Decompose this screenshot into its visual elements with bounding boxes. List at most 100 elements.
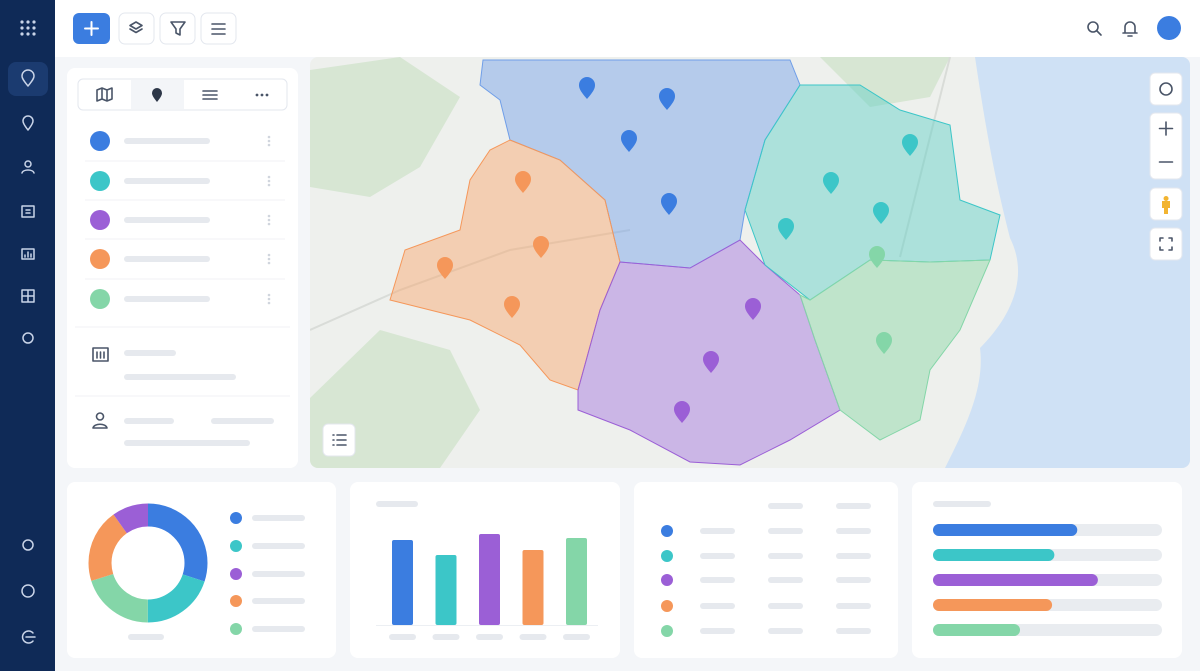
settings-icon[interactable] [22, 539, 34, 551]
region-green[interactable] [799, 259, 991, 441]
layer-list [75, 131, 290, 397]
donut-chart [88, 503, 208, 623]
legend-dot [230, 623, 242, 635]
bar [435, 555, 457, 625]
pin[interactable] [869, 246, 885, 268]
filter-button[interactable] [159, 12, 196, 45]
building-icon [92, 347, 109, 362]
progress-bar [933, 599, 1053, 611]
donut-segment [88, 503, 208, 623]
list-rows [661, 503, 871, 637]
legend-dot [230, 512, 242, 524]
bar [522, 550, 544, 625]
map[interactable] [310, 57, 1190, 468]
search-icon[interactable] [1087, 21, 1102, 36]
apps-icon[interactable] [20, 20, 36, 36]
pin[interactable] [533, 236, 549, 258]
notifications-icon[interactable] [1122, 21, 1138, 37]
nav-grid[interactable] [21, 289, 35, 303]
layer-dot[interactable] [90, 289, 110, 309]
placeholder [124, 440, 250, 446]
placeholder [124, 350, 176, 356]
donut-segment [88, 503, 208, 623]
list-dot [661, 574, 673, 586]
tab-settings[interactable] [202, 90, 218, 100]
bar [479, 534, 500, 625]
filter-icon [170, 21, 186, 36]
pin[interactable] [515, 171, 531, 193]
placeholder [124, 296, 210, 302]
nav-users[interactable] [21, 160, 35, 174]
pin[interactable] [437, 257, 453, 279]
nav-map[interactable] [21, 69, 35, 87]
layer-dot[interactable] [90, 171, 110, 191]
pin[interactable] [661, 193, 677, 215]
progress-bars [933, 524, 1162, 636]
map-pins [437, 77, 918, 423]
tab-map[interactable] [96, 87, 113, 102]
pin[interactable] [703, 351, 719, 373]
street-view-icon [1162, 196, 1170, 214]
placeholder [124, 374, 236, 380]
placeholder [124, 256, 210, 262]
progress-bar [933, 574, 1098, 586]
zoom-in[interactable] [1158, 121, 1174, 136]
pin[interactable] [621, 130, 637, 152]
legend-dot [230, 540, 242, 552]
add-icon [84, 21, 99, 36]
layer-dot[interactable] [90, 131, 110, 151]
nav-settings[interactable] [22, 332, 34, 344]
roads [310, 57, 951, 331]
placeholder [933, 501, 991, 507]
placeholder [124, 418, 174, 424]
pin[interactable] [823, 172, 839, 194]
pin[interactable] [745, 298, 761, 320]
pin[interactable] [504, 296, 520, 318]
placeholder [252, 626, 305, 632]
avatar[interactable] [1157, 16, 1181, 40]
tab-more[interactable] [255, 93, 269, 97]
pin[interactable] [579, 77, 595, 99]
nav-places[interactable] [22, 115, 34, 131]
region-orange[interactable] [389, 139, 621, 391]
donut-legend [230, 512, 305, 635]
placeholder [376, 501, 418, 507]
placeholder [563, 634, 590, 640]
pin[interactable] [659, 88, 675, 110]
locate-button[interactable] [1149, 72, 1183, 106]
list-card [634, 482, 898, 658]
placeholders [700, 503, 871, 634]
tab-pin[interactable] [152, 88, 162, 102]
placeholder [252, 515, 305, 521]
pin[interactable] [873, 202, 889, 224]
list-dot [661, 625, 673, 637]
layer-dot[interactable] [90, 249, 110, 269]
locate-icon [1159, 82, 1173, 96]
list-dot [661, 600, 673, 612]
placeholder [128, 634, 164, 640]
legend-dot [230, 595, 242, 607]
top-bar [55, 0, 1200, 57]
logout-icon[interactable] [21, 630, 36, 644]
fullscreen-button[interactable] [1149, 227, 1183, 261]
layer-dot[interactable] [90, 210, 110, 230]
sidebar [0, 0, 55, 671]
nav-buildings[interactable] [21, 205, 35, 218]
pin[interactable] [674, 401, 690, 423]
help-icon[interactable] [21, 584, 35, 598]
row-menus[interactable] [267, 135, 271, 305]
fullscreen-icon [1159, 237, 1173, 251]
placeholder [476, 634, 503, 640]
placeholder [389, 634, 416, 640]
pin[interactable] [778, 218, 794, 240]
placeholder [211, 418, 274, 424]
placeholder [432, 634, 460, 640]
pin[interactable] [876, 332, 892, 354]
pin[interactable] [902, 134, 918, 156]
nav-active[interactable] [8, 62, 48, 96]
dividers [75, 160, 290, 397]
nav-reports[interactable] [21, 248, 35, 260]
progress-bar [933, 549, 1055, 561]
land-green [310, 57, 950, 468]
side-panel [67, 68, 298, 468]
